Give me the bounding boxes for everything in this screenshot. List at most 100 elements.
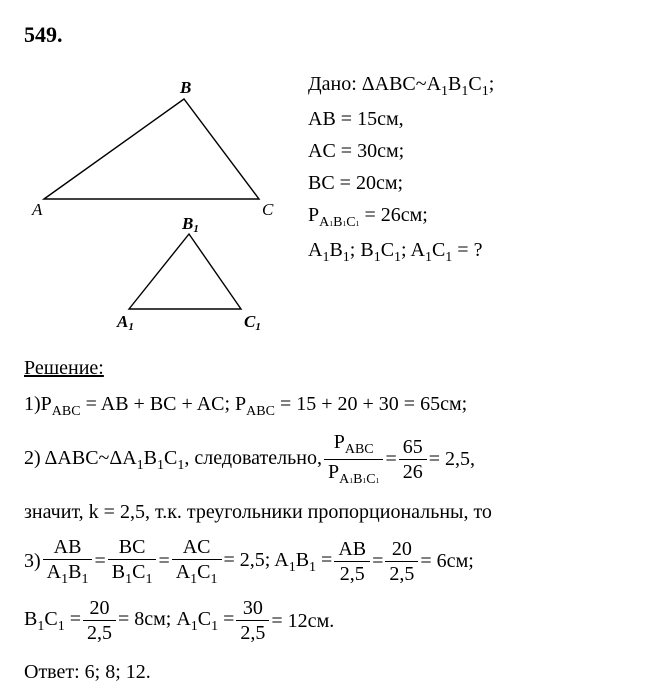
den-text: 26 [399, 460, 427, 484]
step-text: = AB + BC + AC; P [81, 393, 247, 415]
num-text: 20 [385, 537, 418, 562]
given-line-3: AC = 30см; [308, 136, 648, 166]
step-text: B [296, 549, 309, 571]
sub: 1 [309, 560, 316, 575]
label-b1: B1 [181, 214, 199, 235]
step-text: = 6см; [420, 546, 473, 576]
step-text: = [316, 549, 332, 571]
top-section: A B C A1 B1 C1 Дано: ΔABC~A1B1C1; AB = 1… [24, 69, 648, 339]
label-a1: A1 [116, 312, 134, 333]
den-text: 2,5 [83, 621, 116, 645]
sub-c: C [346, 215, 355, 230]
sub: 1 [376, 476, 380, 485]
given-text: = ? [452, 239, 482, 261]
label-b: B [179, 78, 191, 97]
den-text: 2,5 [236, 621, 269, 645]
sub: 1 [137, 458, 144, 473]
fraction: AB A1B1 [43, 535, 93, 589]
answer: Ответ: 6; 8; 12. [24, 657, 648, 687]
den-text: C [197, 561, 210, 583]
sub: 1 [441, 84, 448, 99]
den-text: B [112, 561, 125, 583]
step-text: = 15 + 20 + 30 = 65см; [275, 393, 467, 415]
given-line-5: PA1B1C1 = 26см; [308, 200, 648, 233]
sub: 1 [482, 84, 489, 99]
sub: 1 [157, 458, 164, 473]
fraction: 65 26 [399, 435, 427, 484]
step-text: = [94, 546, 105, 576]
given-column: Дано: ΔABC~A1B1C1; AB = 15см, AC = 30см;… [308, 69, 648, 339]
given-text: = 26см; [359, 204, 427, 226]
given-text: C [468, 73, 481, 95]
label-c: C [262, 200, 274, 219]
step-text: = 2,5, [429, 444, 475, 474]
sub: 1 [211, 572, 218, 587]
den-text: A [176, 561, 190, 583]
sub: 1 [81, 572, 88, 587]
den-text: 2,5 [385, 562, 418, 586]
sub: ABC [246, 404, 275, 419]
given-text: P [308, 204, 319, 226]
problem-number: 549. [24, 18, 648, 51]
given-text: ; A [401, 239, 425, 261]
step-text: C [164, 447, 177, 469]
step-text: = [65, 608, 81, 630]
sub-a: A [319, 215, 329, 230]
sub: ABC [345, 442, 374, 457]
given-text: A [308, 239, 322, 261]
sub-a: A [339, 472, 349, 487]
den-text: 2,5 [334, 562, 370, 586]
triangles-figure: A B C A1 B1 C1 [24, 69, 284, 339]
step-text: B [24, 608, 37, 630]
step-text: = 8см; A [118, 608, 191, 630]
den-text: B [68, 561, 81, 583]
step-text: 1)P [24, 393, 52, 415]
sub: 1 [58, 619, 65, 634]
num-text: AC [172, 535, 222, 560]
given-text: ; B [350, 239, 374, 261]
fraction: 20 2,5 [83, 596, 116, 645]
fraction: 30 2,5 [236, 596, 269, 645]
step-2: 2) ΔABC~ΔA1B1C1, следовательно, PABC PA1… [24, 430, 648, 489]
step-text: C [198, 608, 211, 630]
given-text: C [381, 239, 394, 261]
fraction: PABC PA1B1C1 [324, 430, 383, 489]
num-text: 65 [399, 435, 427, 460]
num-text: AB [334, 537, 370, 562]
given-text: B [329, 239, 342, 261]
sub: 1 [425, 250, 432, 265]
step-text: = 2,5; A [224, 549, 289, 571]
triangle-a1b1c1 [129, 234, 241, 309]
given-text: ; [489, 73, 495, 95]
fraction: AB 2,5 [334, 537, 370, 586]
step-2b: значит, k = 2,5, т.к. треугольники пропо… [24, 497, 648, 527]
fraction: AC A1C1 [172, 535, 222, 589]
sub: 1 [191, 619, 198, 634]
given-text: Дано: ΔABC~A [308, 73, 441, 95]
triangle-abc [44, 99, 259, 199]
step-text: = [218, 608, 234, 630]
figure-column: A B C A1 B1 C1 [24, 69, 284, 339]
den-text: C [132, 561, 145, 583]
given-text: B [448, 73, 461, 95]
fraction: BC B1C1 [108, 535, 157, 589]
step-3: 3) AB A1B1 = BC B1C1 = AC A1C1 = 2,5; A1… [24, 535, 648, 589]
sub: 1 [145, 572, 152, 587]
sub-a1b1c1: A1B1C1 [339, 472, 379, 487]
sub: 1 [394, 250, 401, 265]
sub: ABC [52, 404, 81, 419]
label-c1: C1 [244, 312, 261, 333]
sub-a1b1c1: A1B1C1 [319, 215, 359, 230]
given-line-1: Дано: ΔABC~A1B1C1; [308, 69, 648, 102]
step-1: 1)PABC = AB + BC + AC; PABC = 15 + 20 + … [24, 389, 648, 422]
sub-b: B [353, 472, 362, 487]
num-text: P [334, 431, 345, 453]
num-text: 30 [236, 596, 269, 621]
step-text: C [44, 608, 57, 630]
step-text: , следовательно, [184, 447, 322, 469]
step-text: = [385, 444, 396, 474]
step-text: = 12см. [271, 606, 334, 636]
given-line-2: AB = 15см, [308, 104, 648, 134]
num-text: AB [43, 535, 93, 560]
den-text: P [328, 461, 339, 483]
